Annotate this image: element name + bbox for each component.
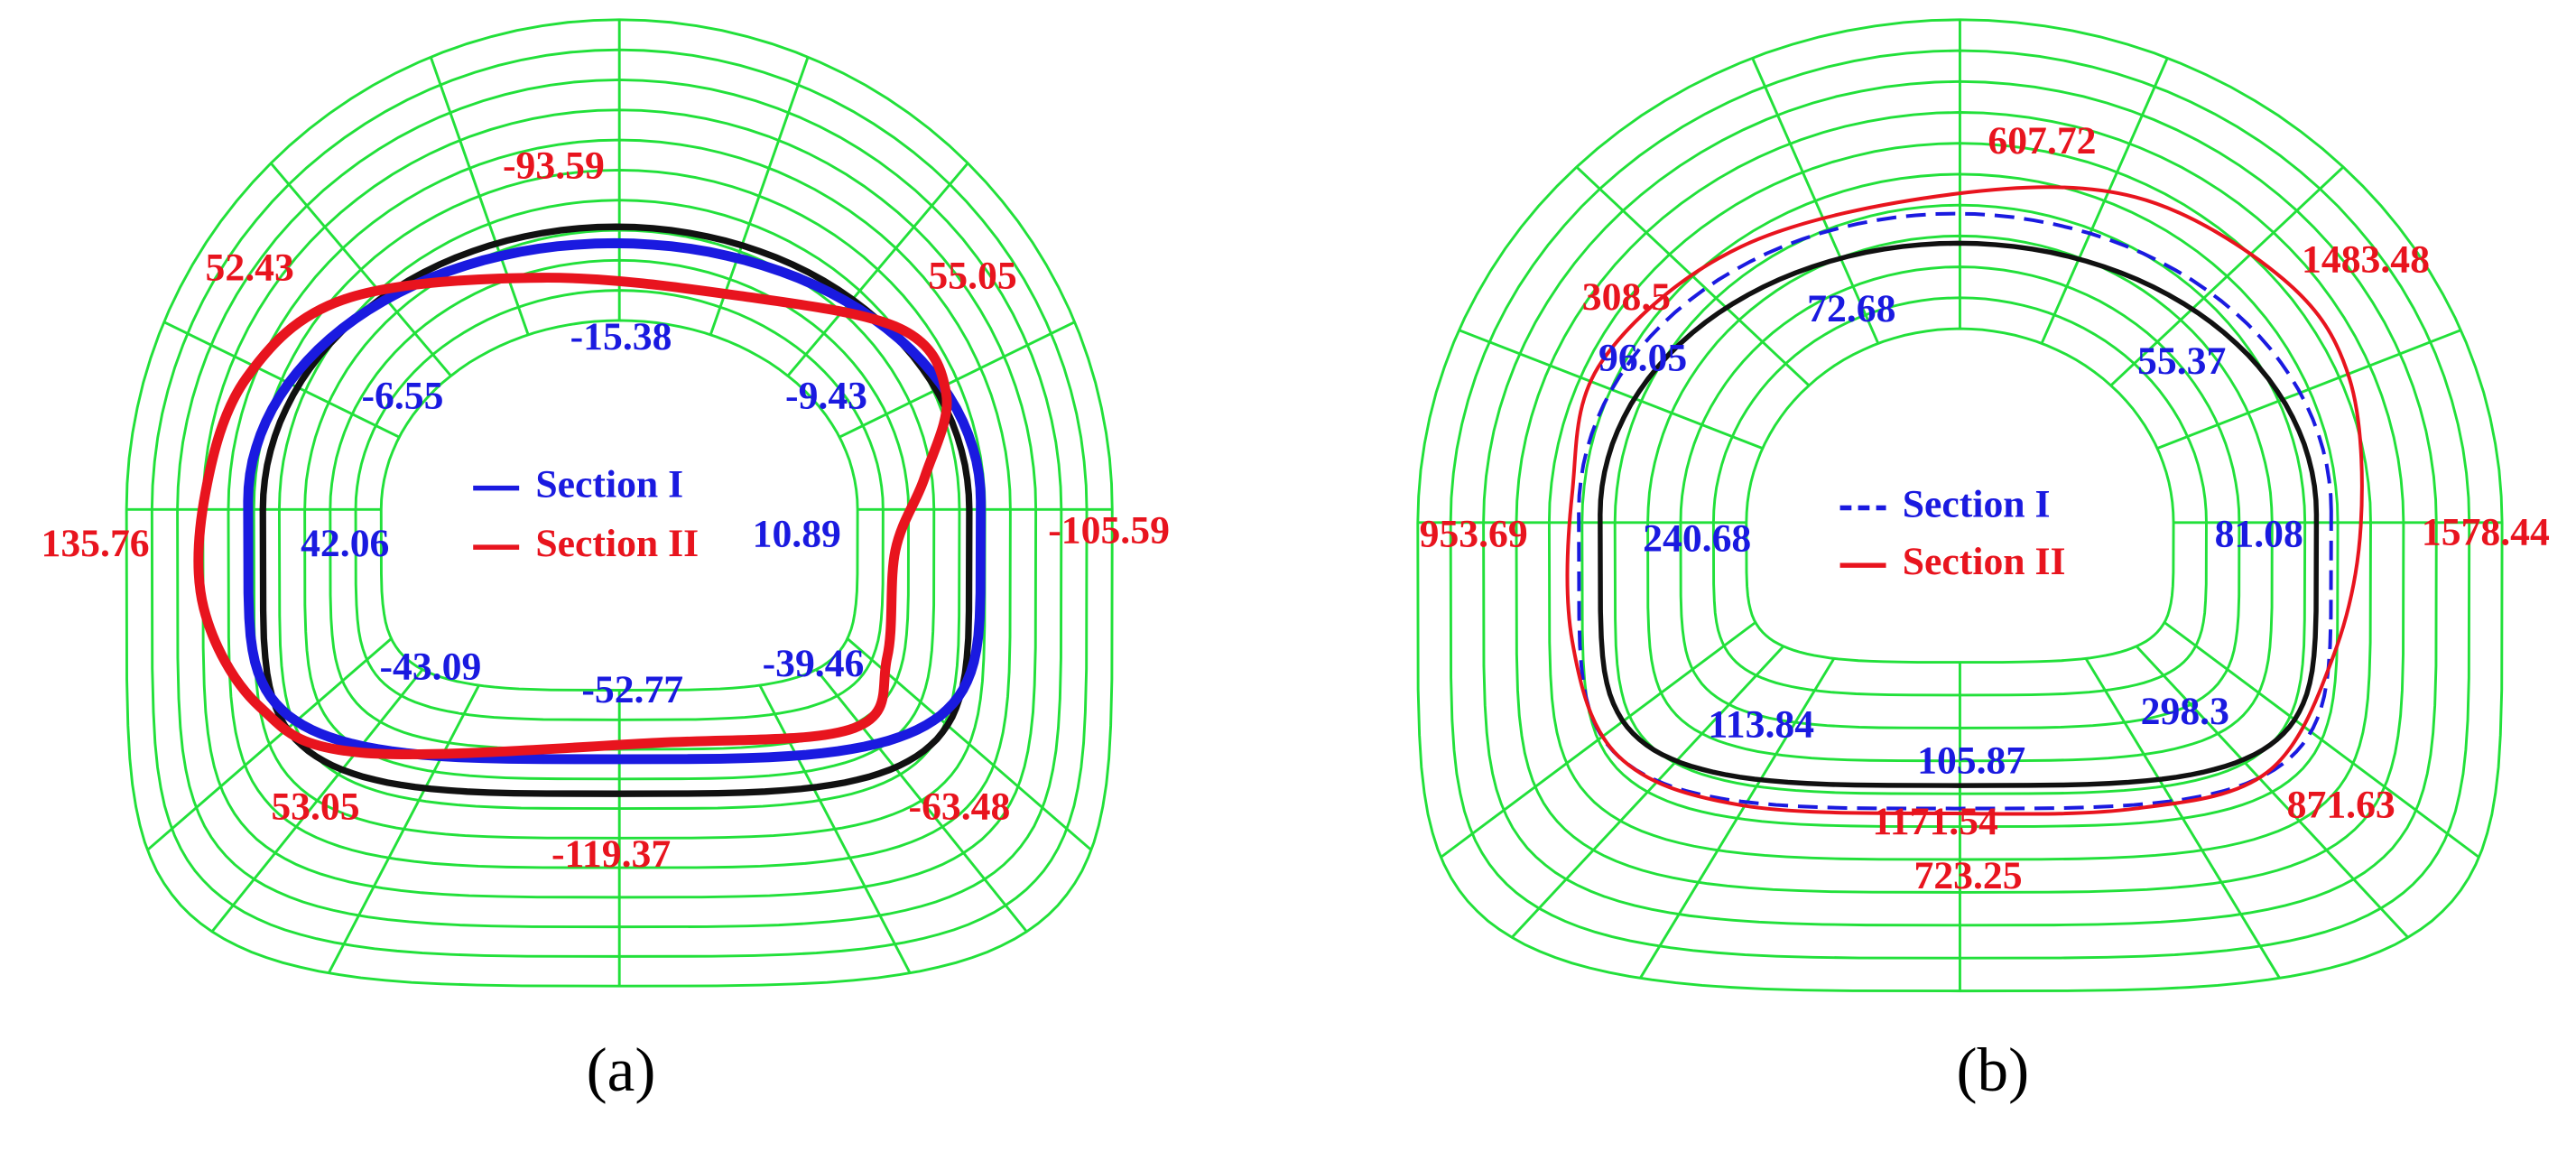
legend-label: Section I: [535, 463, 683, 506]
blue-value-label: 55.37: [2137, 339, 2226, 383]
red-value-label: -105.59: [1048, 509, 1170, 553]
blue-value-label: 113.84: [1708, 702, 1814, 746]
red-value-label: -93.59: [503, 144, 605, 188]
grids: [125, 18, 2504, 993]
blue-value-label: -9.43: [785, 374, 867, 417]
grid-radial: [786, 162, 969, 377]
grid-radial: [1639, 657, 1836, 980]
blue-value-label: 105.87: [1917, 739, 2025, 782]
blue-value-label: 42.06: [301, 522, 389, 565]
grid-radial: [815, 668, 1028, 933]
red-value-label: 1578.44: [2422, 510, 2550, 553]
original-contour: [259, 223, 973, 797]
red-value-label: 953.69: [1420, 512, 1528, 555]
red-value-label: 308.5: [1582, 275, 1671, 319]
red-value-label: 607.72: [1988, 119, 2096, 163]
section-ii-contour: [1565, 185, 2364, 816]
grid-radial: [2040, 57, 2169, 344]
grid-radial: [2156, 329, 2461, 451]
legend-label: Section II: [535, 522, 699, 565]
grid-radial: [1751, 57, 1880, 344]
grid-radial: [839, 321, 1076, 439]
grid-radial: [327, 684, 480, 974]
blue-value-label: 240.68: [1643, 517, 1751, 561]
grid-radial: [210, 668, 424, 933]
section-i-contour: [1577, 211, 2333, 811]
red-value-label: 871.63: [2287, 784, 2395, 827]
grid-radial: [1510, 645, 1784, 939]
grid-radial: [2164, 621, 2480, 859]
red-value-label: -119.37: [551, 832, 671, 876]
red-value-label: 55.05: [928, 254, 1016, 297]
grid-radial: [2084, 657, 2281, 980]
panel-caption: (b): [1957, 1035, 2030, 1104]
legend-label: Section I: [1903, 482, 2051, 525]
blue-value-label: -39.46: [763, 642, 865, 685]
grid-radial: [2135, 645, 2409, 939]
labels: -93.59 52.43 55.05 135.76 -105.59 53.05 -63.48…: [42, 119, 2551, 1104]
red-value-label: -63.48: [909, 785, 1011, 828]
red-value-label: 52.43: [206, 246, 294, 289]
grid-radial: [2109, 165, 2345, 387]
grid-radial: [429, 56, 530, 336]
red-value-label: 723.25: [1913, 854, 2022, 897]
curves: [193, 185, 2364, 816]
grid-radial: [269, 162, 452, 377]
red-value-label: 135.76: [42, 522, 150, 565]
blue-value-label: 10.89: [753, 512, 841, 555]
blue-value-label: -43.09: [379, 646, 481, 689]
grid-radial: [146, 637, 393, 851]
section-ii-contour: [193, 273, 952, 759]
grid-radial: [1440, 621, 1756, 859]
legend-label: Section II: [1903, 540, 2066, 583]
section-i-contour: [243, 237, 987, 765]
blue-value-label: 298.3: [2141, 690, 2229, 733]
blue-value-label: 81.08: [2215, 512, 2303, 555]
grid-radial: [758, 684, 912, 974]
blue-value-label: 72.68: [1807, 287, 1895, 330]
panel-caption: (a): [587, 1035, 656, 1104]
original-contour: [1598, 240, 2320, 788]
grid-radial: [709, 56, 810, 336]
blue-value-label: -6.55: [361, 374, 443, 417]
blue-value-label: 96.05: [1598, 336, 1687, 379]
blue-value-label: -52.77: [581, 668, 683, 711]
red-value-label: 1171.54: [1872, 800, 1998, 843]
grid-radial: [163, 321, 401, 439]
blue-value-label: -15.38: [570, 315, 672, 358]
red-value-label: 53.05: [271, 785, 359, 828]
red-value-label: 1483.48: [2302, 237, 2430, 281]
